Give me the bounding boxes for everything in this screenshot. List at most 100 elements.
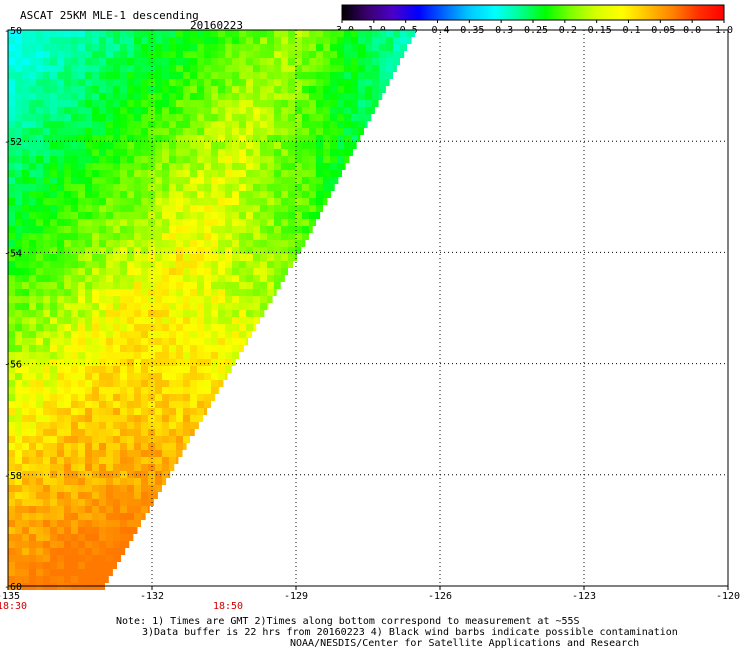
wind-cell [43,142,50,149]
wind-cell [218,100,225,107]
lat-label: -52 [4,137,22,148]
wind-cell [50,156,57,163]
wind-cell [204,324,211,331]
wind-cell [71,457,78,464]
wind-cell [64,226,71,233]
wind-cell [36,534,43,541]
wind-cell [85,205,92,212]
wind-cell [225,177,232,184]
wind-cell [295,149,302,156]
wind-cell [302,93,309,100]
wind-cell [218,114,225,121]
wind-cell [141,303,148,310]
wind-cell [309,198,316,205]
wind-cell [197,142,204,149]
wind-cell [127,93,134,100]
wind-cell [148,457,155,464]
wind-cell [204,268,211,275]
wind-cell [204,338,211,345]
wind-cell [141,366,148,373]
wind-cell [43,72,50,79]
wind-cell [183,359,190,366]
wind-cell [267,142,274,149]
wind-cell [183,296,190,303]
wind-cell [71,506,78,513]
wind-cell [176,429,183,436]
wind-cell [274,79,281,86]
wind-cell [267,212,274,219]
wind-cell [22,303,29,310]
wind-cell [288,37,295,44]
wind-cell [260,72,267,79]
wind-cell [64,380,71,387]
wind-cell [50,149,57,156]
wind-cell [29,331,36,338]
wind-cell [106,492,113,499]
wind-cell [120,65,127,72]
wind-cell [78,303,85,310]
wind-cell [78,331,85,338]
wind-cell [260,275,267,282]
wind-cell [316,205,323,212]
wind-cell [29,478,36,485]
wind-cell [78,422,85,429]
wind-cell [106,359,113,366]
wind-cell [232,247,239,254]
wind-cell [190,65,197,72]
wind-cell [274,37,281,44]
wind-cell [43,380,50,387]
wind-cell [85,93,92,100]
wind-cell [85,345,92,352]
wind-cell [141,240,148,247]
wind-cell [204,107,211,114]
wind-cell [344,100,351,107]
wind-cell [204,387,211,394]
wind-cell [22,72,29,79]
wind-cell [260,303,267,310]
wind-cell [295,51,302,58]
wind-cell [71,86,78,93]
wind-cell [183,268,190,275]
wind-cell [57,338,64,345]
wind-cell [211,170,218,177]
wind-cell [78,548,85,555]
wind-cell [316,184,323,191]
wind-cell [36,30,43,37]
wind-cell [274,268,281,275]
wind-cell [197,149,204,156]
wind-cell [99,415,106,422]
wind-cell [85,65,92,72]
wind-cell [372,107,375,114]
wind-cell [365,93,372,100]
wind-cell [204,226,211,233]
wind-cell [211,205,218,212]
wind-cell [379,37,386,44]
wind-cell [36,569,43,576]
wind-cell [225,128,232,135]
wind-cell [204,72,211,79]
wind-cell [330,65,337,72]
wind-cell [148,30,155,37]
wind-cell [71,240,78,247]
wind-cell [169,247,176,254]
wind-cell [22,541,29,548]
wind-cell [36,485,43,492]
wind-cell [113,233,120,240]
wind-cell [281,37,288,44]
wind-cell [120,317,127,324]
wind-cell [78,506,85,513]
wind-cell [64,303,71,310]
wind-cell [155,121,162,128]
wind-cell [372,30,379,37]
wind-cell [71,30,78,37]
wind-cell [281,177,288,184]
wind-cell [190,261,197,268]
wind-cell [113,205,120,212]
wind-cell [218,93,225,100]
wind-cell [141,499,148,506]
wind-cell [134,100,141,107]
wind-cell [288,191,295,198]
wind-cell [274,86,281,93]
wind-cell [323,114,330,121]
wind-cell [99,422,106,429]
